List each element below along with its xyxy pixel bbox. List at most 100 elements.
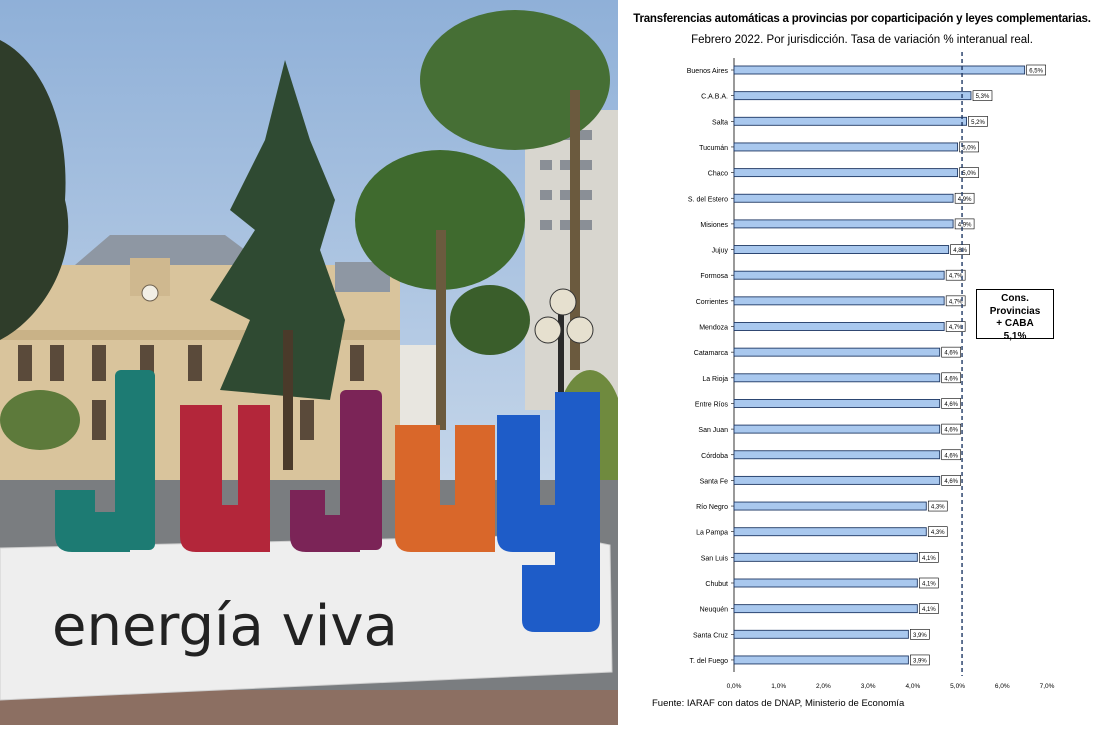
bar [733, 270, 945, 280]
category-label: Jujuy [712, 248, 729, 255]
bar [733, 168, 959, 178]
x-tick-label: 3,0% [861, 683, 876, 690]
bar [733, 629, 909, 639]
bar [733, 475, 941, 485]
category-label: Neuquén [700, 607, 729, 614]
sign-letters [55, 370, 600, 632]
street-lamp [534, 288, 594, 400]
value-label-box [954, 192, 975, 204]
category-label: Tucumán [699, 145, 728, 152]
value-label-box [945, 269, 966, 281]
x-tick-label: 1,0% [771, 683, 786, 690]
bar-chart: Buenos Aires 6,5% C.A.B.A. 5,3% Salta 5,2% Tuc… [687, 52, 1055, 690]
value-label-box [919, 603, 939, 614]
letter-j1 [55, 370, 155, 552]
category-label: S. del Estero [688, 196, 728, 203]
value-label-box [945, 295, 966, 307]
x-tick-label: 2,0% [816, 683, 831, 690]
category-label: Entre Ríos [695, 401, 729, 408]
chart-title: Transferencias automáticas a provincias … [633, 13, 1091, 25]
value-label-box [968, 116, 988, 127]
category-label: C.A.B.A. [701, 94, 728, 101]
x-tick-label: 7,0% [1040, 683, 1055, 690]
bar [733, 450, 941, 460]
bar [733, 399, 941, 408]
x-tick-label: 0,0% [727, 683, 742, 690]
category-label: Santa Fe [700, 478, 729, 485]
value-label: 4,7% [949, 274, 963, 280]
value-label-box [910, 628, 930, 640]
value-label: 5,0% [962, 171, 976, 177]
value-label: 4,9% [958, 197, 972, 203]
x-tick-label: 5,0% [950, 683, 965, 690]
value-label: 3,9% [913, 658, 927, 664]
category-label: Chaco [708, 171, 728, 178]
value-label-box [919, 552, 939, 563]
category-label: T. del Fuego [689, 658, 728, 665]
bar [733, 91, 972, 101]
x-tick-label: 6,0% [995, 683, 1010, 690]
category-label: La Pampa [696, 530, 728, 537]
value-label-box [959, 167, 979, 178]
bar [733, 347, 941, 357]
bar [733, 193, 954, 203]
value-label: 4,7% [949, 325, 963, 331]
value-label: 4,8% [953, 248, 967, 254]
value-label: 4,6% [944, 479, 958, 485]
bar [733, 604, 918, 614]
value-label: 4,6% [944, 453, 958, 459]
value-label: 3,9% [913, 633, 927, 639]
bar [733, 65, 1026, 75]
average-annotation-box: Cons. Provincias + CABA 5,1% [976, 289, 1054, 342]
category-label: Formosa [700, 273, 728, 280]
letter-u2 [395, 425, 495, 552]
value-label: 4,7% [949, 299, 963, 305]
sign-slogan: energía viva [52, 594, 398, 659]
value-label-box [941, 423, 961, 435]
value-label: 4,1% [922, 607, 936, 613]
value-label: 4,3% [931, 505, 945, 511]
category-label: Corrientes [696, 299, 729, 306]
chart-panel: Transferencias automáticas a provincias … [624, 0, 1100, 733]
value-label: 4,9% [958, 222, 972, 228]
category-label: Río Negro [696, 504, 728, 511]
bar [733, 655, 909, 665]
bar [733, 578, 918, 588]
category-label: Santa Cruz [693, 632, 729, 639]
distant-building [400, 345, 440, 425]
trees [0, 10, 618, 510]
value-label-box [959, 141, 979, 153]
category-label: Mendoza [699, 325, 728, 332]
average-label-line-2: + CABA [996, 318, 1034, 329]
letter-j2 [290, 390, 382, 552]
value-label-box [941, 398, 961, 409]
value-label-box [972, 90, 993, 101]
value-label-box [927, 500, 948, 512]
chart-source: Fuente: IARAF con datos de DNAP, Ministe… [652, 698, 905, 709]
value-label: 4,3% [931, 530, 945, 536]
value-label-box [941, 449, 961, 461]
value-label-box [941, 346, 961, 358]
value-label: 5,2% [971, 120, 985, 126]
value-label-box [910, 654, 930, 666]
letter-y [497, 392, 600, 632]
value-label-box [941, 372, 961, 384]
value-label-box [927, 526, 948, 538]
value-label-box [945, 321, 966, 332]
bar [733, 142, 959, 152]
category-label: Buenos Aires [687, 68, 729, 75]
average-label-value: 5,1% [1003, 330, 1027, 342]
chart-subtitle: Febrero 2022. Por jurisdicción. Tasa de … [691, 34, 1033, 46]
bar [733, 296, 945, 306]
value-label-box [954, 218, 975, 230]
bar [733, 552, 918, 562]
category-label: San Luis [701, 555, 729, 562]
value-label-box [919, 577, 939, 589]
bar [733, 219, 954, 229]
photo-illustration: energía viva [0, 0, 618, 725]
paved-floor [0, 690, 618, 725]
value-label: 5,3% [976, 94, 990, 100]
jujuy-sign-photo: energía viva [0, 0, 618, 725]
value-label-box [1026, 64, 1046, 76]
category-label: Córdoba [701, 453, 728, 460]
